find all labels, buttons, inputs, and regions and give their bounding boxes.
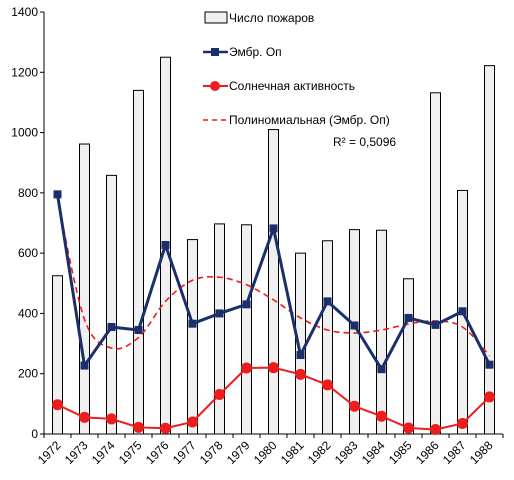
- legend-label-emb: Эмбр. Оп: [229, 45, 282, 59]
- emb-point: [215, 309, 224, 318]
- bar: [214, 223, 225, 435]
- emb-point: [134, 326, 143, 335]
- legend-label-fires: Число пожаров: [229, 11, 314, 25]
- x-tick-label: 1988: [467, 438, 496, 467]
- emb-point: [296, 351, 305, 360]
- x-tick-label: 1975: [116, 438, 145, 467]
- bar-series-fires: [52, 56, 495, 435]
- y-tick-label: 800: [18, 186, 38, 200]
- y-tick-label: 1200: [11, 65, 38, 79]
- solar-point: [268, 362, 279, 374]
- y-tick-label: 600: [18, 246, 38, 260]
- solar-point: [241, 362, 252, 374]
- axes: [43, 12, 503, 435]
- bar: [187, 239, 198, 435]
- line-series-emb: [53, 190, 494, 374]
- emb-point: [458, 307, 467, 316]
- legend-label-solar: Солнечная активность: [229, 79, 355, 93]
- solar-point: [214, 389, 225, 401]
- x-tick-label: 1981: [278, 438, 307, 467]
- x-tick-label: 1972: [35, 438, 64, 467]
- x-tick-label: 1979: [224, 438, 253, 467]
- emb-point: [485, 360, 494, 369]
- x-tick-label: 1984: [359, 438, 388, 467]
- emb-point: [377, 365, 386, 374]
- x-tick-label: 1986: [413, 438, 442, 467]
- x-tick-label: 1973: [62, 438, 91, 467]
- emb-point: [350, 321, 359, 330]
- bar: [79, 143, 90, 435]
- emb-point: [188, 319, 197, 328]
- bar: [484, 65, 495, 435]
- emb-point: [53, 190, 62, 199]
- emb-point: [431, 320, 440, 329]
- x-tick-label: 1980: [251, 438, 280, 467]
- emb-point: [161, 241, 170, 250]
- bar: [133, 89, 144, 435]
- bar: [241, 224, 252, 435]
- bar: [430, 92, 441, 435]
- solar-point: [322, 379, 333, 391]
- solar-point: [52, 399, 63, 411]
- legend-swatch-fires: [204, 11, 228, 24]
- r-squared-annotation: R² = 0,5096: [333, 135, 396, 149]
- y-tick-label: 0: [31, 427, 38, 441]
- x-tick-label: 1977: [170, 438, 199, 467]
- x-tick-label: 1978: [197, 438, 226, 467]
- solar-point: [403, 422, 414, 434]
- trend-line: [56, 198, 491, 357]
- emb-point: [323, 297, 332, 306]
- solar-point: [106, 413, 117, 425]
- emb-point: [242, 300, 251, 309]
- legend-marker-solar: [210, 81, 220, 91]
- y-tick-label: 200: [18, 367, 38, 381]
- solar-point: [79, 411, 90, 423]
- x-tick-label: 1985: [386, 438, 415, 467]
- solar-point: [484, 391, 495, 403]
- solar-point: [160, 422, 171, 434]
- legend-label-trend: Полиномиальная (Эмбр. Оп): [229, 113, 390, 127]
- solar-point: [457, 417, 468, 429]
- bar: [52, 275, 63, 435]
- solar-point: [349, 400, 360, 412]
- x-axis-ticks: 1972197319741975197619771978197919801981…: [35, 434, 504, 467]
- legend: Число пожаров Эмбр. Оп Солнечная активно…: [203, 11, 396, 149]
- solar-point: [430, 423, 441, 435]
- emb-point: [107, 322, 116, 331]
- bar: [106, 174, 117, 435]
- trend-series: [56, 198, 491, 357]
- x-tick-label: 1982: [305, 438, 334, 467]
- y-axis-ticks: 0 200 400 600 800 1000 1200 1400: [11, 5, 44, 441]
- y-tick-label: 400: [18, 306, 38, 320]
- solar-point: [376, 410, 387, 422]
- y-tick-label: 1400: [11, 5, 38, 19]
- x-tick-label: 1983: [332, 438, 361, 467]
- emb-point: [80, 361, 89, 370]
- solar-point: [295, 368, 306, 380]
- x-tick-label: 1974: [89, 438, 118, 467]
- bar: [376, 229, 387, 435]
- legend-marker-emb: [211, 48, 219, 56]
- emb-point: [404, 313, 413, 322]
- solar-point: [133, 421, 144, 433]
- y-tick-label: 1000: [11, 126, 38, 140]
- emb-point: [269, 224, 278, 233]
- x-tick-label: 1987: [440, 438, 469, 467]
- line-series-solar: [52, 362, 495, 435]
- solar-point: [187, 416, 198, 428]
- bar: [403, 278, 414, 435]
- bar: [268, 129, 279, 435]
- x-tick-label: 1976: [143, 438, 172, 467]
- bar: [322, 240, 333, 435]
